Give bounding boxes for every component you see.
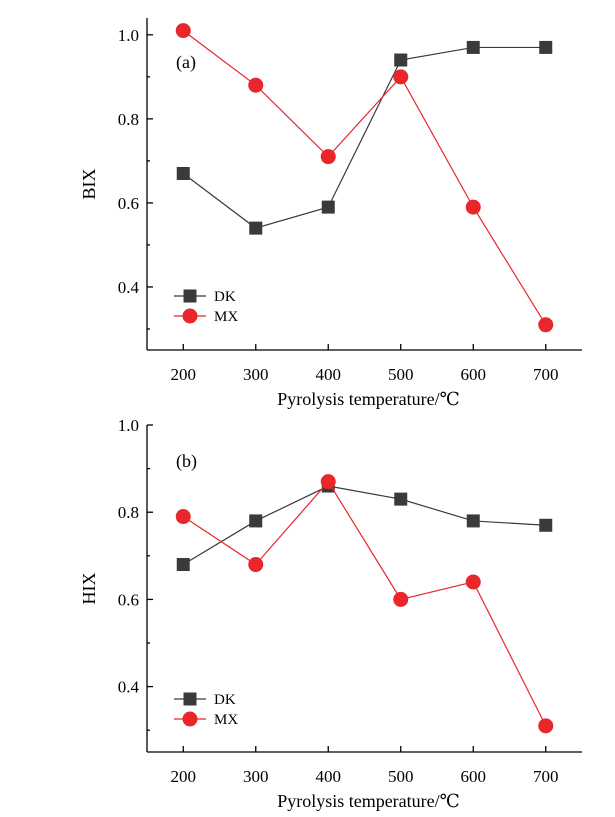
- data-point: [321, 200, 335, 214]
- data-point: [175, 23, 191, 39]
- x-tick-label: 300: [243, 365, 269, 384]
- data-point: [176, 166, 190, 180]
- series-mx: [175, 23, 554, 333]
- panel-label: (b): [176, 451, 197, 472]
- y-axis-label: HIX: [79, 573, 99, 605]
- data-point: [248, 77, 264, 93]
- y-tick-label: 0.4: [118, 278, 140, 297]
- x-tick-label: 500: [388, 365, 414, 384]
- data-point: [175, 509, 191, 525]
- panel-label: (a): [176, 52, 196, 73]
- series-dk: [176, 479, 553, 572]
- data-point: [249, 514, 263, 528]
- y-tick-label: 0.6: [118, 194, 139, 213]
- series-line: [182, 46, 546, 229]
- x-tick-label: 400: [316, 365, 342, 384]
- legend-marker: [183, 289, 197, 303]
- y-tick-label: 1.0: [118, 26, 139, 45]
- x-axis-label: Pyrolysis temperature/℃: [277, 791, 460, 811]
- x-tick-label: 200: [171, 767, 197, 786]
- chart-panel-1: 0.4 0.6 0.8 1.0 200 300 400 500 600 700 Pyrolysis …: [79, 18, 582, 409]
- data-point: [466, 40, 480, 54]
- y-tick-label: 0.8: [118, 503, 139, 522]
- series-line: [182, 480, 547, 727]
- x-tick-label: 400: [316, 767, 342, 786]
- data-point: [394, 53, 408, 67]
- data-point: [538, 718, 554, 734]
- data-point: [465, 574, 481, 590]
- y-tick-label: 1.0: [118, 416, 139, 435]
- data-point: [539, 518, 553, 532]
- data-point: [176, 558, 190, 572]
- data-point: [394, 492, 408, 506]
- x-tick-label: 600: [461, 365, 487, 384]
- data-point: [465, 199, 481, 215]
- legend-label: MX: [214, 309, 238, 325]
- x-axis-label: Pyrolysis temperature/℃: [277, 389, 460, 409]
- x-tick-label: 700: [533, 767, 559, 786]
- data-point: [466, 514, 480, 528]
- x-tick-label: 600: [461, 767, 487, 786]
- legend-marker: [183, 692, 197, 706]
- series-line: [182, 30, 547, 326]
- legend-label: DK: [214, 692, 236, 708]
- legend-marker: [182, 308, 198, 324]
- data-point: [393, 69, 409, 85]
- y-axis-label: BIX: [79, 169, 99, 200]
- legend-label: MX: [214, 712, 238, 728]
- legend-marker: [182, 711, 198, 727]
- chart-panel-2: 0.4 0.6 0.8 1.0 200 300 400 500 600 700 Pyrolysis …: [79, 416, 582, 811]
- y-tick-label: 0.6: [118, 590, 139, 609]
- series-dk: [176, 40, 553, 235]
- series-line: [182, 485, 546, 566]
- data-point: [393, 591, 409, 607]
- y-tick-label: 0.8: [118, 110, 139, 129]
- x-tick-label: 700: [533, 365, 559, 384]
- legend-label: DK: [214, 289, 236, 305]
- data-point: [320, 149, 336, 165]
- series-mx: [175, 474, 554, 734]
- data-point: [539, 40, 553, 54]
- x-tick-label: 500: [388, 767, 414, 786]
- x-tick-label: 200: [171, 365, 197, 384]
- x-tick-label: 300: [243, 767, 269, 786]
- data-point: [320, 474, 336, 490]
- data-point: [538, 317, 554, 333]
- data-point: [249, 221, 263, 235]
- y-tick-label: 0.4: [118, 678, 140, 697]
- data-point: [248, 557, 264, 573]
